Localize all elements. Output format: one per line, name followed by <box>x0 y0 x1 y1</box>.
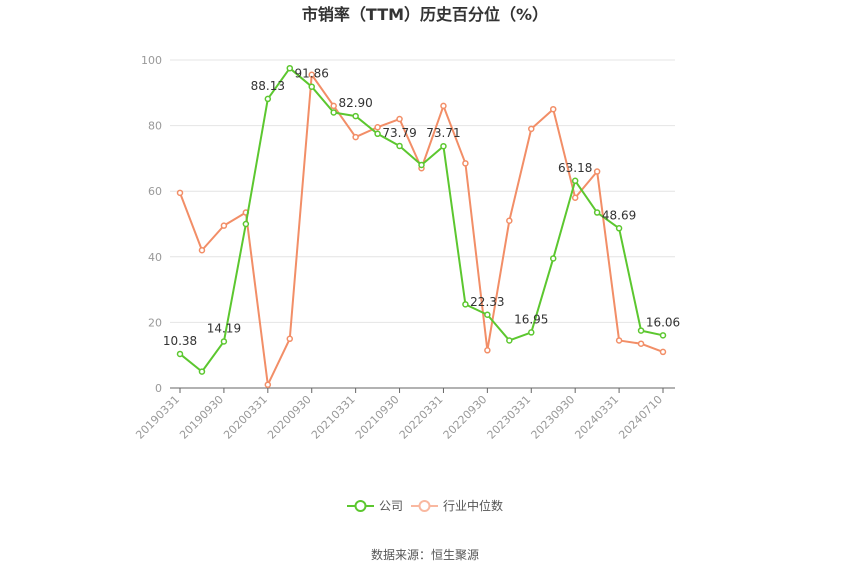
data-label: 16.06 <box>646 315 680 329</box>
x-tick-label: 20190930 <box>177 393 226 442</box>
data-point-s0[interactable] <box>659 332 667 339</box>
x-tick-label: 20240331 <box>572 393 621 442</box>
legend-marker-industry-icon <box>418 500 431 512</box>
data-point-s0[interactable] <box>198 368 206 375</box>
data-point-s1[interactable] <box>571 194 579 202</box>
data-point-s0[interactable] <box>374 130 381 138</box>
data-point-s1[interactable] <box>528 125 535 133</box>
y-axis: 0 20 40 60 80 100 <box>141 54 162 395</box>
data-label: 10.38 <box>163 334 197 348</box>
data-point-s1[interactable] <box>286 335 294 343</box>
data-point-s0[interactable] <box>330 109 337 116</box>
data-label: 14.19 <box>207 321 241 335</box>
data-point-s0[interactable] <box>462 301 469 308</box>
data-point-s1[interactable] <box>659 348 667 356</box>
y-tick-label: 60 <box>148 185 162 198</box>
legend-label-company: 公司 <box>379 499 403 513</box>
legend[interactable]: 公司 行业中位数 <box>347 498 503 513</box>
series-line-1 <box>179 73 664 386</box>
data-label: 91.86 <box>295 67 329 81</box>
x-tick-label: 20230930 <box>529 393 578 442</box>
data-point-s1[interactable] <box>264 381 272 388</box>
data-point-s1[interactable] <box>396 115 403 123</box>
data-point-s0[interactable] <box>637 327 645 334</box>
chart-title: 市销率（TTM）历史百分位（%） <box>302 5 548 24</box>
legend-label-industry-median: 行业中位数 <box>443 498 503 513</box>
y-tick-label: 40 <box>148 251 162 264</box>
data-point-s1[interactable] <box>484 347 491 354</box>
legend-item-company[interactable]: 公司 <box>347 499 403 513</box>
data-point-s0[interactable] <box>418 161 425 169</box>
data-point-s0[interactable] <box>396 142 403 150</box>
data-point-s1[interactable] <box>440 102 447 110</box>
data-point-s0[interactable] <box>286 64 294 72</box>
data-point-s1[interactable] <box>308 71 315 79</box>
x-tick-label: 20220930 <box>441 393 490 442</box>
x-tick-label: 20210331 <box>309 393 358 442</box>
series-line-0 <box>179 67 664 373</box>
data-point-s1[interactable] <box>220 222 228 229</box>
data-point-s1[interactable] <box>506 217 513 224</box>
x-tick-label: 20190331 <box>133 393 182 442</box>
data-label: 82.90 <box>338 96 372 110</box>
grid-lines <box>170 59 675 389</box>
data-point-s0[interactable] <box>176 350 184 358</box>
x-tick-label: 20240710 <box>616 393 665 442</box>
data-point-s1[interactable] <box>330 102 337 110</box>
x-tick-label: 20200930 <box>265 393 314 442</box>
y-tick-label: 100 <box>141 54 162 67</box>
x-tick-label: 20210930 <box>353 393 402 442</box>
data-labels: 10.38 14.19 88.13 91.86 82.90 73.79 73.71 22.33… <box>163 67 680 348</box>
data-label: 73.71 <box>426 126 460 140</box>
data-label: 22.33 <box>470 295 504 309</box>
source-note: 数据来源：恒生聚源 <box>371 547 479 562</box>
data-point-s0[interactable] <box>220 338 228 345</box>
data-point-s1[interactable] <box>462 160 469 167</box>
data-label: 48.69 <box>602 208 636 222</box>
x-tick-label: 20230331 <box>485 393 534 442</box>
data-point-s0[interactable] <box>528 329 535 336</box>
data-label: 88.13 <box>251 79 285 93</box>
data-label: 16.95 <box>514 312 548 326</box>
data-point-s1[interactable] <box>198 246 206 254</box>
legend-item-industry-median[interactable]: 行业中位数 <box>411 498 503 513</box>
y-tick-label: 80 <box>148 120 162 133</box>
data-point-s0[interactable] <box>440 142 447 150</box>
x-tick-label: 20200331 <box>221 393 270 442</box>
x-tick-label: 20220331 <box>397 393 446 442</box>
data-point-s0[interactable] <box>615 225 623 232</box>
legend-marker-company-icon <box>354 500 367 512</box>
data-point-s0[interactable] <box>571 177 579 185</box>
data-point-s1[interactable] <box>615 337 623 344</box>
data-point-s1[interactable] <box>549 105 557 113</box>
data-point-s1[interactable] <box>374 123 381 131</box>
y-tick-label: 20 <box>148 316 162 329</box>
data-point-s1[interactable] <box>352 133 359 141</box>
data-point-s0[interactable] <box>484 311 491 319</box>
data-point-s0[interactable] <box>506 337 513 344</box>
data-point-s0[interactable] <box>264 95 272 103</box>
data-point-s0[interactable] <box>593 209 601 216</box>
data-point-s0[interactable] <box>549 255 557 262</box>
data-label: 63.18 <box>558 161 592 175</box>
data-point-s1[interactable] <box>637 340 645 347</box>
y-tick-label: 0 <box>155 382 162 395</box>
data-point-s0[interactable] <box>242 220 250 228</box>
data-label: 73.79 <box>382 126 416 140</box>
data-point-s0[interactable] <box>352 112 359 120</box>
x-axis: 2019033120190930202003312020093020210331… <box>133 388 665 442</box>
data-point-s1[interactable] <box>593 168 601 175</box>
series-layer <box>176 64 667 388</box>
data-point-s1[interactable] <box>176 189 184 197</box>
data-point-s0[interactable] <box>308 83 315 90</box>
